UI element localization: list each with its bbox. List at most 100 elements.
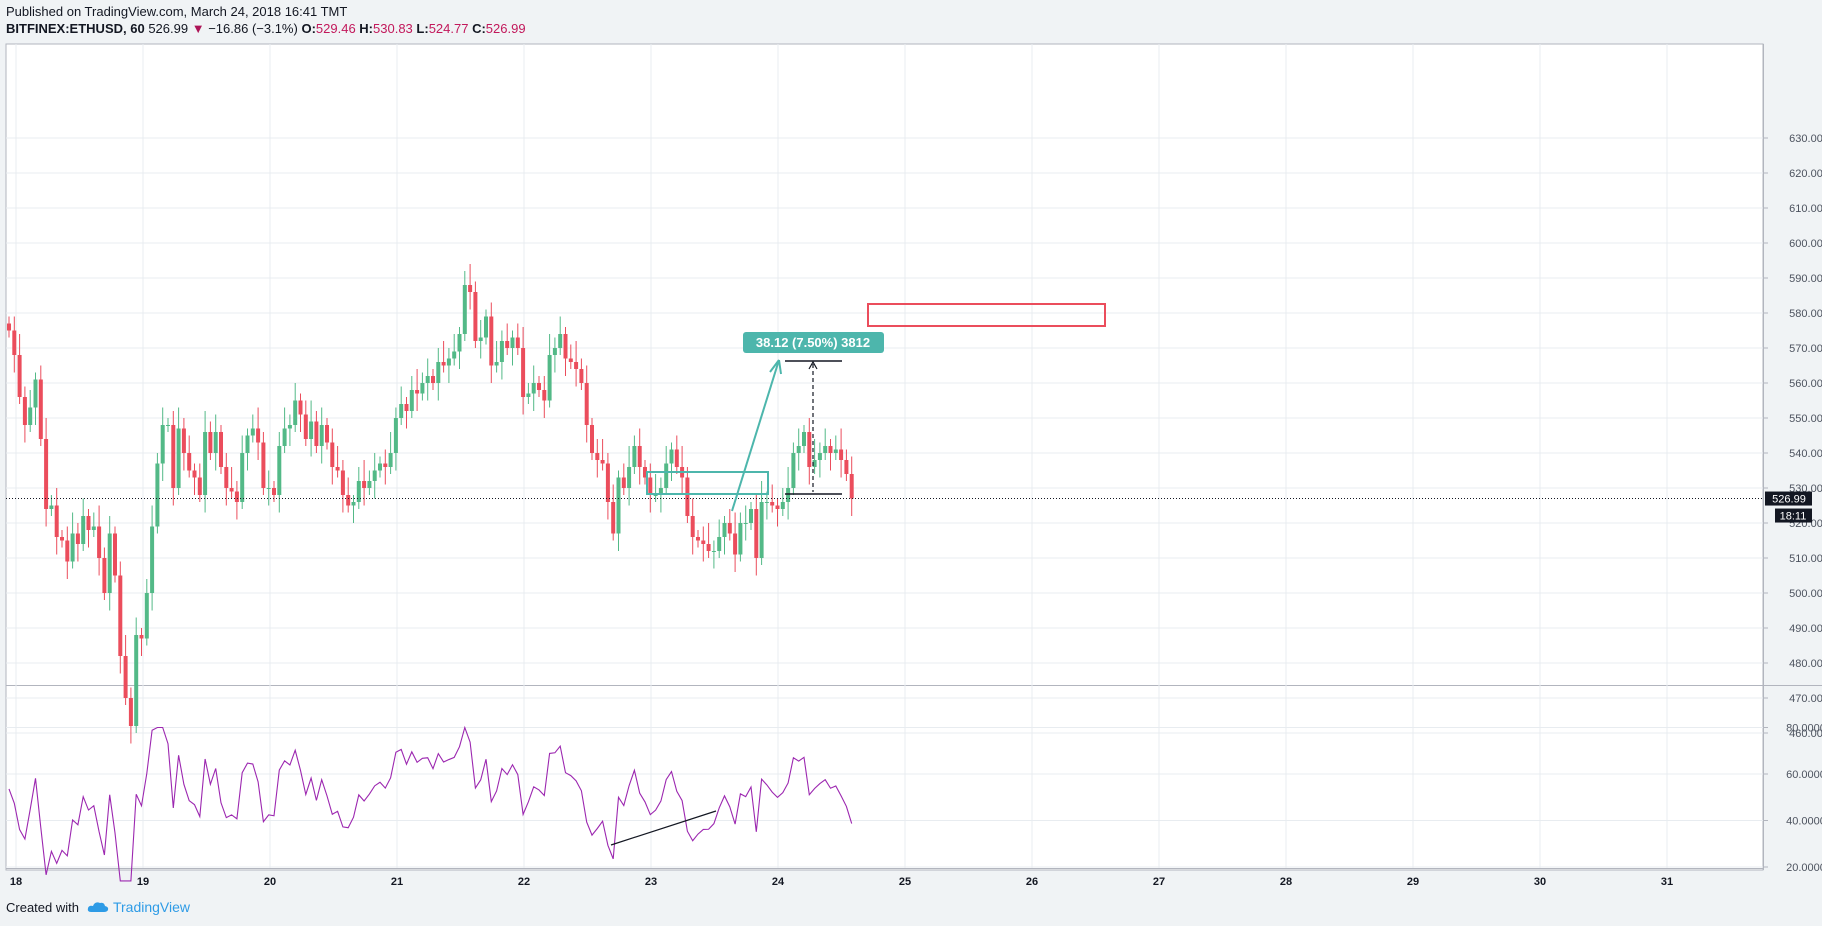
candle-body bbox=[643, 467, 647, 478]
candle-body bbox=[75, 533, 80, 544]
candle-body bbox=[12, 330, 17, 355]
candle-body bbox=[733, 533, 738, 555]
candle-body bbox=[690, 516, 695, 537]
candle-body bbox=[791, 453, 796, 488]
candle-body bbox=[97, 526, 102, 558]
candle-body bbox=[711, 551, 716, 552]
high-value: 530.83 bbox=[373, 21, 413, 36]
candle-body bbox=[685, 477, 690, 516]
candle-body bbox=[605, 463, 610, 502]
candle-body bbox=[351, 502, 356, 506]
candle-body bbox=[144, 593, 149, 639]
last-price-tag-label: 526.99 bbox=[1772, 494, 1806, 506]
measure-arrow-icon bbox=[808, 360, 818, 370]
candle-body bbox=[17, 355, 22, 397]
candle-body bbox=[552, 348, 557, 355]
candle-body bbox=[282, 428, 287, 446]
countdown-tag bbox=[1775, 508, 1812, 523]
candle-body bbox=[187, 453, 192, 471]
candle-body bbox=[706, 544, 711, 551]
last-price-tag bbox=[1765, 491, 1812, 506]
candle-body bbox=[579, 369, 584, 383]
published-line: Published on TradingView.com, March 24, … bbox=[6, 4, 348, 19]
time-tick-label: 20 bbox=[264, 876, 276, 888]
candle-body bbox=[38, 379, 43, 439]
candle-body bbox=[473, 292, 478, 341]
price-tick-label: 480.00 bbox=[1789, 658, 1822, 670]
candle-body bbox=[107, 533, 112, 593]
price-change: −16.86 (−3.1%) bbox=[208, 21, 298, 36]
candle-body bbox=[807, 432, 812, 467]
candle-body bbox=[484, 316, 488, 338]
candle-body bbox=[234, 491, 239, 502]
candle-body bbox=[181, 428, 186, 453]
candle-body bbox=[245, 435, 250, 453]
candle-body bbox=[399, 404, 404, 418]
candle-body bbox=[7, 323, 11, 331]
candle-body bbox=[441, 362, 446, 366]
time-tick-label: 21 bbox=[391, 876, 403, 888]
high-label: H: bbox=[359, 21, 374, 36]
candle-body bbox=[674, 449, 679, 467]
candle-body bbox=[574, 362, 579, 369]
candle-body bbox=[749, 509, 753, 523]
candle-body bbox=[309, 421, 314, 439]
candle-body bbox=[155, 463, 160, 527]
support-zone-box bbox=[646, 471, 769, 495]
candle-body bbox=[70, 533, 75, 562]
candle-body bbox=[595, 453, 600, 460]
price-tick-label: 600.00 bbox=[1789, 238, 1822, 250]
candle-body bbox=[367, 481, 372, 488]
candle-body bbox=[468, 285, 473, 292]
candle-body bbox=[616, 477, 621, 534]
candle-body bbox=[128, 698, 133, 726]
candle-body bbox=[632, 446, 637, 467]
tradingview-logo[interactable]: TradingView bbox=[87, 899, 190, 915]
time-tick-label: 23 bbox=[645, 876, 657, 888]
candle-body bbox=[701, 540, 706, 544]
candle-body bbox=[118, 575, 123, 656]
candle-body bbox=[219, 432, 223, 467]
candle-body bbox=[166, 425, 170, 426]
candle-body bbox=[81, 516, 86, 544]
price-tick-label: 560.00 bbox=[1789, 378, 1822, 390]
created-with-text: Created with bbox=[6, 899, 79, 915]
time-tick-label: 30 bbox=[1534, 876, 1546, 888]
candle-body bbox=[213, 432, 218, 453]
candle-body bbox=[738, 523, 743, 555]
candle-body bbox=[759, 502, 764, 558]
countdown-tag-label: 18:11 bbox=[1780, 511, 1807, 523]
price-tick-label: 620.00 bbox=[1789, 168, 1822, 180]
candle-body bbox=[49, 505, 54, 509]
candle-body bbox=[786, 488, 791, 502]
candle-body bbox=[802, 432, 806, 446]
open-label: O: bbox=[301, 21, 316, 36]
candle-body bbox=[409, 390, 414, 411]
candle-body bbox=[547, 355, 552, 401]
candle-body bbox=[499, 341, 504, 362]
trend-arrow-head bbox=[769, 359, 782, 375]
candle-body bbox=[537, 383, 541, 390]
candle-body bbox=[208, 432, 213, 453]
candle-body bbox=[823, 446, 828, 453]
time-tick-label: 19 bbox=[137, 876, 149, 888]
candle-body bbox=[330, 442, 335, 467]
candle-body bbox=[722, 523, 727, 537]
candle-body bbox=[340, 470, 345, 495]
price-tick-label: 500.00 bbox=[1789, 588, 1822, 600]
measure-label-box bbox=[743, 332, 884, 353]
candle-body bbox=[611, 502, 616, 534]
candle-body bbox=[457, 334, 462, 352]
tradingview-brand: TradingView bbox=[112, 899, 191, 915]
time-tick-label: 18 bbox=[10, 876, 22, 888]
candle-body bbox=[568, 358, 573, 362]
candle-body bbox=[102, 558, 107, 593]
candle-body bbox=[33, 379, 38, 408]
price-tick-label: 510.00 bbox=[1789, 553, 1822, 565]
time-tick-label: 26 bbox=[1026, 876, 1038, 888]
candle-body bbox=[743, 523, 748, 524]
target-zone-box bbox=[867, 303, 1106, 327]
candle-body bbox=[22, 397, 27, 425]
candle-body bbox=[261, 442, 266, 488]
